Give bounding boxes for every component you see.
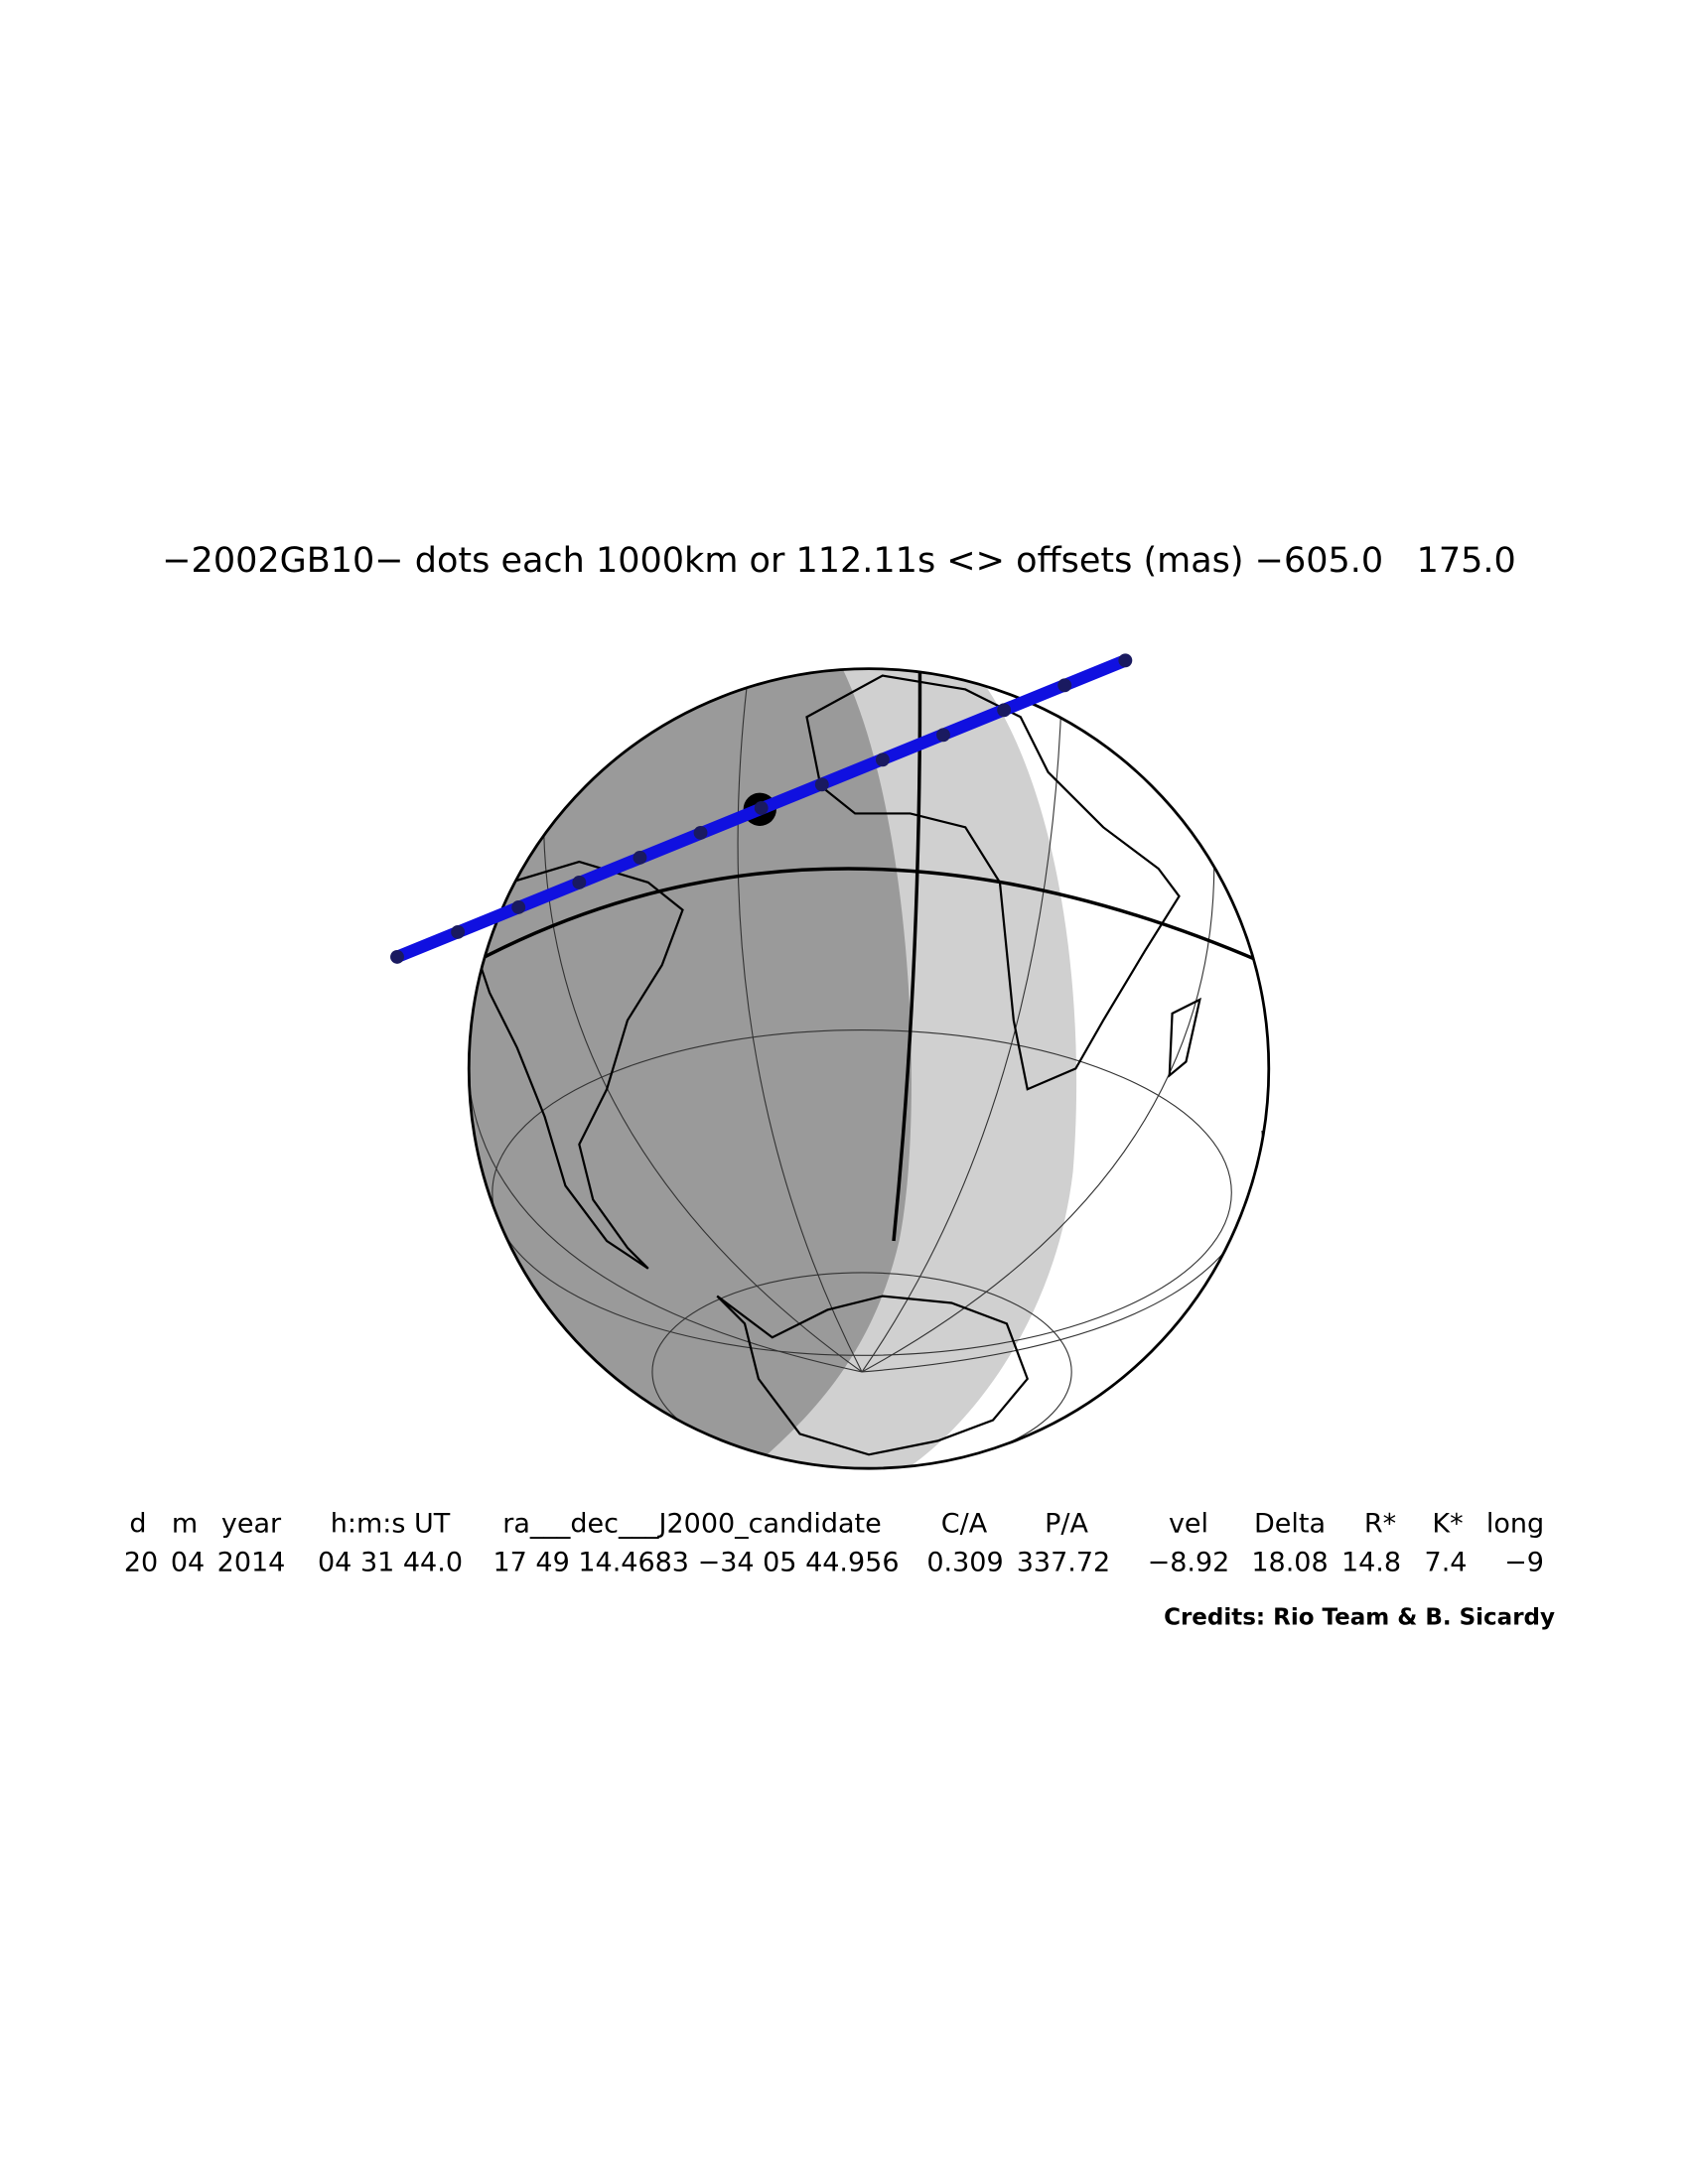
table-cell: 14.8 xyxy=(1341,1548,1401,1578)
map-title: −2002GB10− dots each 1000km or 112.11s <… xyxy=(162,541,1516,581)
table-header: R* xyxy=(1364,1509,1396,1540)
table-cell: 04 31 44.0 xyxy=(318,1548,463,1578)
table-header: year xyxy=(221,1509,282,1540)
table-cell: 337.72 xyxy=(1017,1548,1110,1578)
table-cell: 7.4 xyxy=(1425,1548,1468,1578)
table-cell: −8.92 xyxy=(1148,1548,1230,1578)
table-header: vel xyxy=(1169,1509,1208,1540)
table-cell: 04 xyxy=(171,1548,205,1578)
table-header: m xyxy=(172,1509,198,1540)
table-header: long xyxy=(1486,1509,1544,1540)
table-header: d xyxy=(129,1509,146,1540)
table-header: Delta xyxy=(1254,1509,1326,1540)
credits: Credits: Rio Team & B. Sicardy xyxy=(1164,1605,1555,1631)
table-cell: 17 49 14.4683 −34 05 44.956 xyxy=(492,1548,899,1578)
table-header: P/A xyxy=(1045,1509,1088,1540)
table-header: K* xyxy=(1432,1509,1463,1540)
globe-outline xyxy=(467,667,1271,1470)
table-cell: 18.08 xyxy=(1251,1548,1328,1578)
globe xyxy=(390,653,1271,1470)
ephemeris-table: d m year h:m:s UT ra___dec___J2000_candidate… xyxy=(124,1509,1544,1578)
terminator-line xyxy=(469,867,1269,967)
table-header: h:m:s UT xyxy=(331,1509,451,1540)
table-header: ra___dec___J2000_candidate xyxy=(502,1509,881,1540)
table-header: C/A xyxy=(941,1509,988,1540)
table-cell: 20 xyxy=(124,1548,158,1578)
path-dots xyxy=(390,653,1133,964)
night-zone xyxy=(469,668,912,1469)
table-cell: 0.309 xyxy=(926,1548,1003,1578)
table-cell: 2014 xyxy=(217,1548,286,1578)
table-cell: −9 xyxy=(1504,1548,1544,1578)
